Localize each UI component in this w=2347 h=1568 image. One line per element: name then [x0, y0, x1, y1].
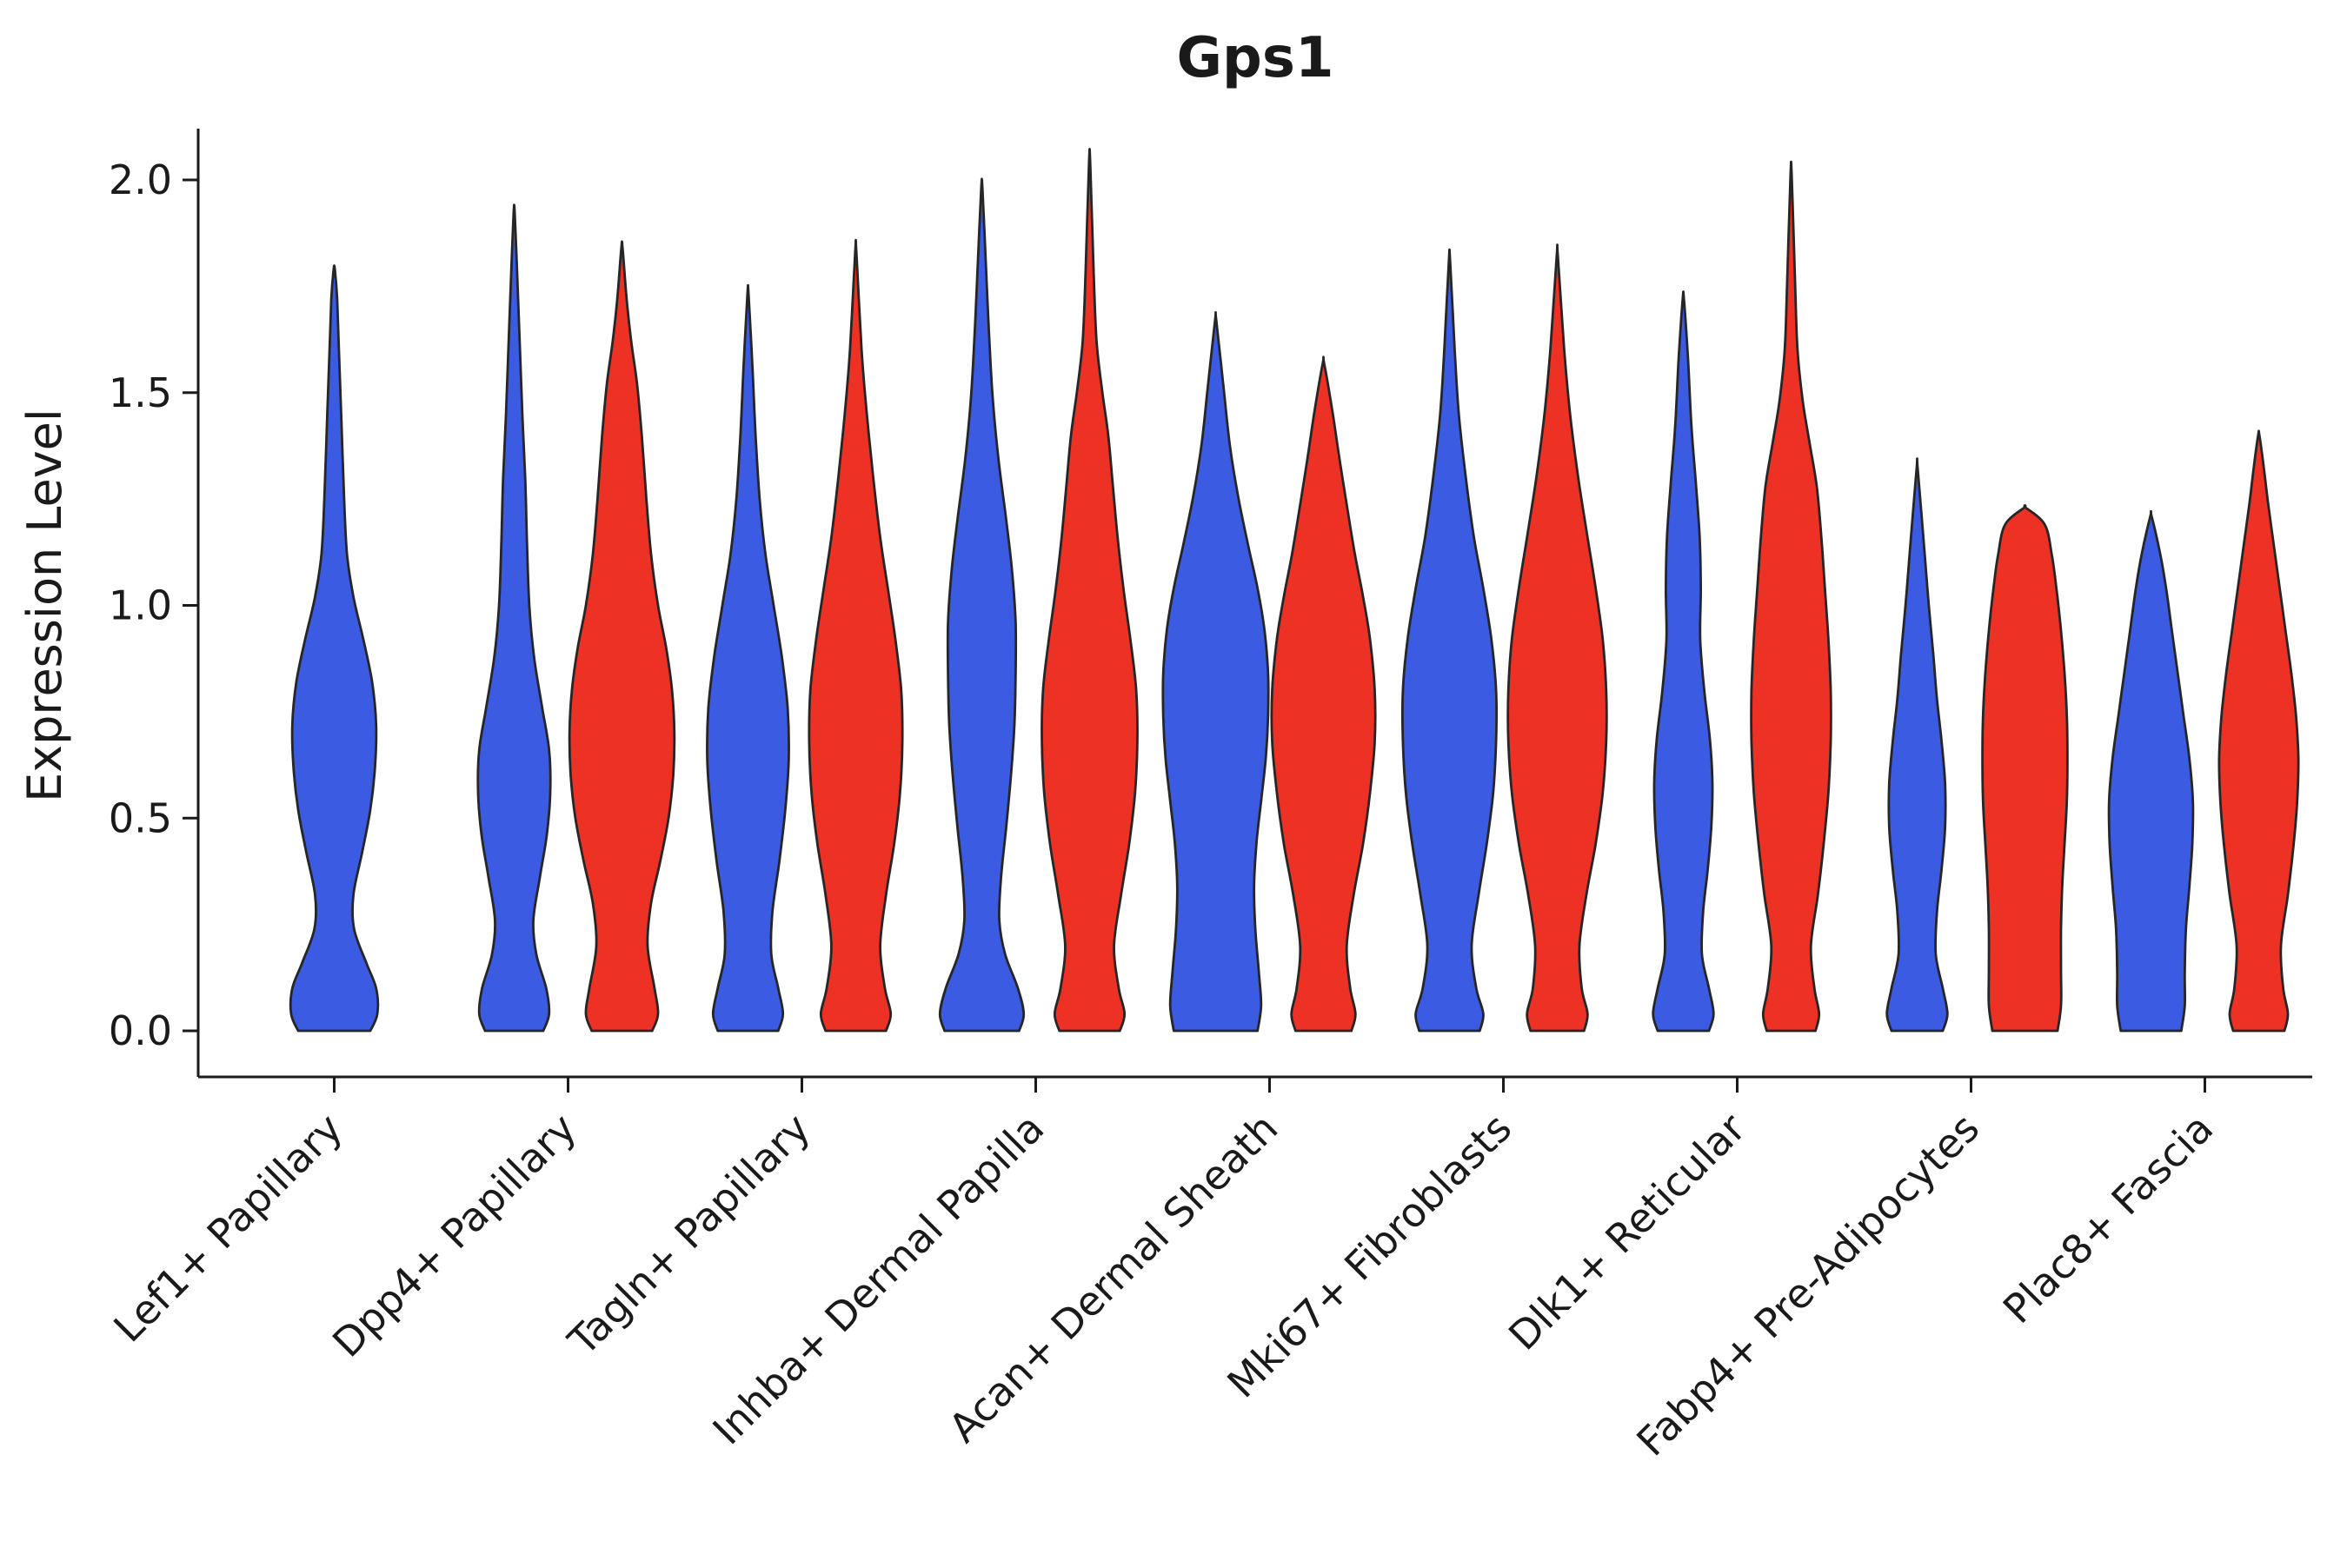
violin-mki67-fibroblasts-blue: [1400, 248, 1499, 1033]
y-tick-label: 0.5: [109, 794, 172, 841]
violin-plac8-fascia-blue: [2107, 509, 2195, 1033]
violin-dpp4-papillary-blue: [476, 203, 552, 1033]
y-tick-label: 0.0: [109, 1007, 172, 1054]
x-tick-label-lef1-papillary: Lef1+ Papillary: [104, 1105, 351, 1352]
x-tick-label-dlk1-reticular: Dlk1+ Reticular: [1499, 1105, 1754, 1359]
violin-acan-dermal-sheath-red: [1270, 355, 1377, 1033]
violin-fabp4-pre-adipocytes-blue: [1885, 457, 1949, 1033]
violin-tagln-papillary-red: [808, 238, 904, 1033]
violin-dpp4-papillary-red: [568, 240, 676, 1033]
violin-acan-dermal-sheath-blue: [1161, 310, 1270, 1033]
y-tick-label: 1.0: [109, 582, 172, 629]
y-tick-label: 2.0: [109, 156, 172, 203]
violin-dlk1-reticular-blue: [1652, 290, 1715, 1033]
violin-mki67-fibroblasts-red: [1506, 243, 1608, 1033]
y-tick-label: 1.5: [109, 369, 172, 416]
chart-title: Gps1: [1177, 26, 1334, 90]
violin-fabp4-pre-adipocytes-red: [1981, 504, 2069, 1033]
violin-lef1-papillary-blue: [289, 264, 380, 1033]
violin-tagln-papillary-blue: [706, 283, 790, 1033]
y-axis-title: Expression Level: [17, 409, 72, 802]
x-tick-label-dpp4-papillary: Dpp4+ Papillary: [323, 1105, 585, 1366]
x-tick-label-tagln-papillary: Tagln+ Papillary: [559, 1105, 820, 1365]
violin-inhba-dermal-papilla-red: [1041, 148, 1139, 1033]
x-tick-label-plac8-fascia: Plac8+ Fascia: [1994, 1105, 2222, 1332]
violin-inhba-dermal-papilla-blue: [938, 177, 1026, 1033]
violin-dlk1-reticular-red: [1750, 160, 1832, 1033]
violin-plac8-fascia-red: [2217, 429, 2300, 1033]
